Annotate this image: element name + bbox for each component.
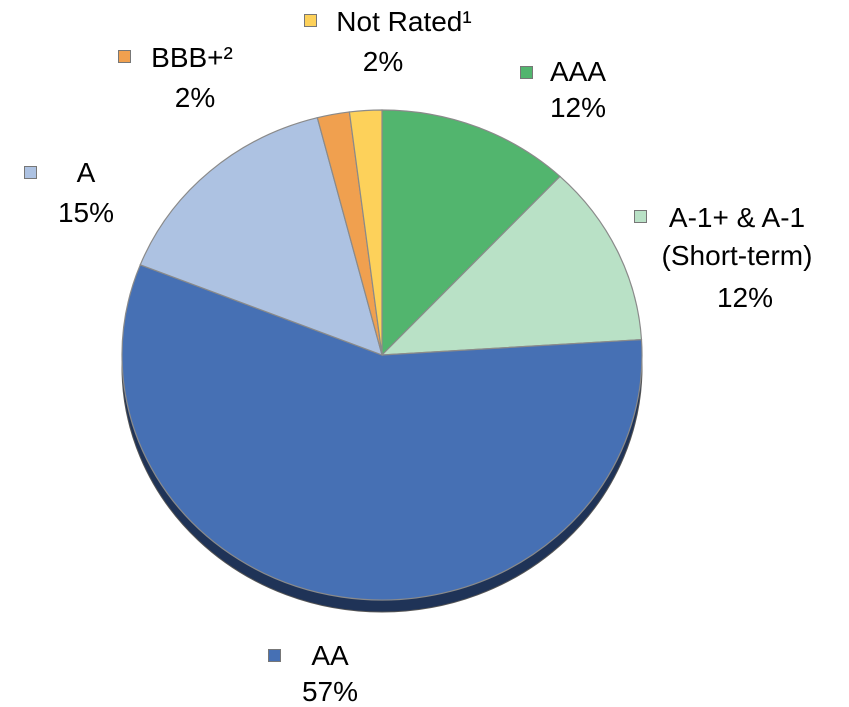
legend-swatch	[520, 66, 533, 79]
pie-slice	[381, 109, 561, 357]
slice-label: AAA	[549, 56, 607, 87]
slice-value-label: 15%	[57, 197, 115, 228]
slice-label: BBB+²	[151, 42, 233, 73]
legend-swatch	[304, 14, 317, 27]
slice-value-label: 2%	[362, 46, 404, 77]
legend-swatch	[118, 50, 131, 63]
slice-label: A	[76, 157, 96, 188]
slice-label: Not Rated¹	[336, 6, 472, 37]
pie-slice	[139, 116, 383, 356]
legend-swatch	[24, 166, 37, 179]
slice-label: AA	[311, 640, 349, 671]
legend-swatch	[268, 649, 281, 662]
slice-value-label: 2%	[174, 82, 216, 113]
slice-value-label: 12%	[716, 282, 774, 313]
pie-slice	[121, 264, 643, 601]
pie-slice	[348, 109, 383, 356]
legend-swatch	[634, 210, 647, 223]
slice-value-label: 57%	[301, 676, 359, 707]
slice-value-label: 12%	[549, 92, 607, 123]
pie-slice	[380, 175, 643, 356]
slice-label: A-1+ & A-1 (Short-term)	[661, 202, 813, 271]
